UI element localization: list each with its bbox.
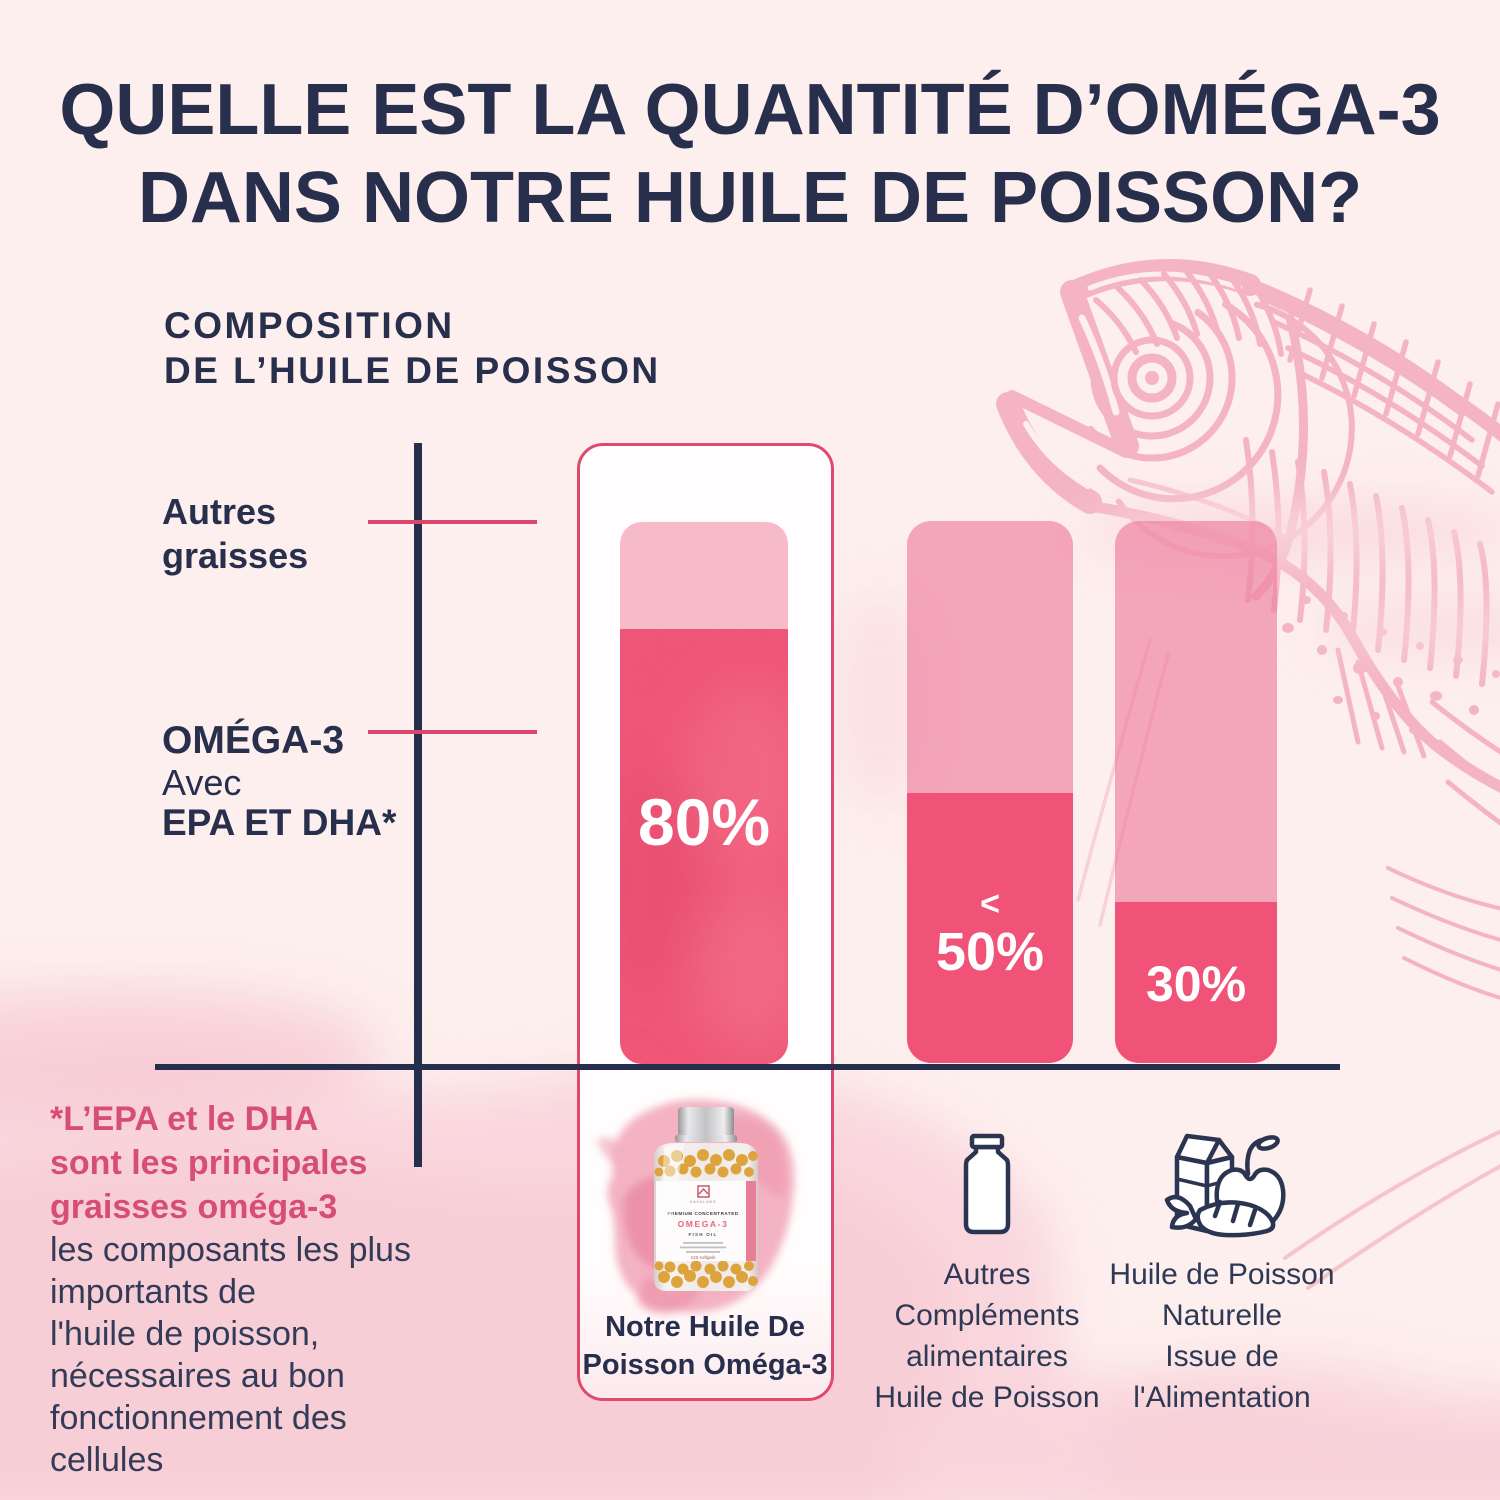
svg-text:OMEGA-3: OMEGA-3 xyxy=(678,1219,729,1229)
svg-text:AAVALABS: AAVALABS xyxy=(690,1199,717,1204)
svg-text:FISH OIL: FISH OIL xyxy=(689,1232,718,1237)
svg-text:120 softgels: 120 softgels xyxy=(691,1255,716,1260)
svg-text:PREMIUM CONCENTRATED: PREMIUM CONCENTRATED xyxy=(667,1211,738,1216)
